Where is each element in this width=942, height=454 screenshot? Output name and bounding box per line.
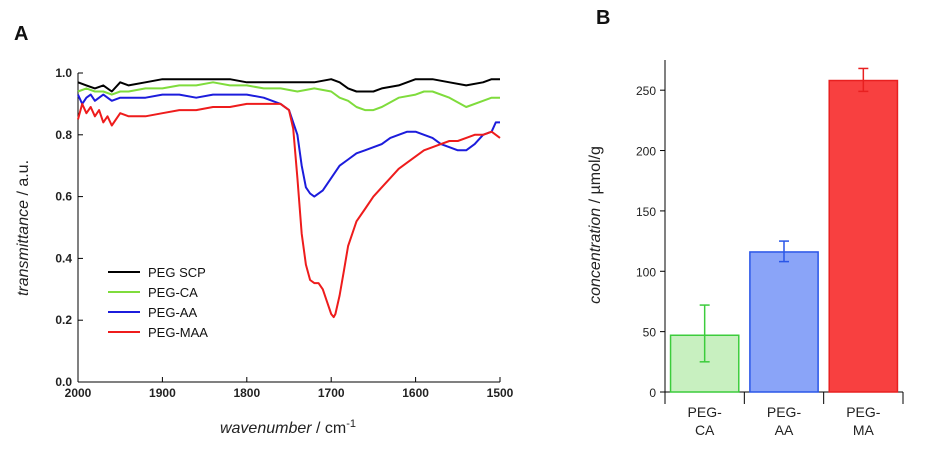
panel-a-x-axis-title: wavenumber / cm-1 xyxy=(220,418,356,437)
panel-a-y-tick-label: 0.4 xyxy=(55,251,72,265)
panel-a-y-tick-label: 0.2 xyxy=(55,313,72,327)
bar-2 xyxy=(828,79,899,393)
panel-a-label: A xyxy=(14,23,28,45)
legend-label: PEG-MAA xyxy=(148,325,208,340)
panel-a-x-tick-label: 2000 xyxy=(65,386,92,400)
panel-b-y-axis-title: concentration / µmol/g xyxy=(587,146,604,304)
category-label-line2: MA xyxy=(853,422,875,438)
legend-label: PEG-CA xyxy=(148,285,198,300)
category-label-line2: AA xyxy=(775,422,794,438)
category-label-line1: PEG- xyxy=(846,404,881,420)
panel-b-plot-area: 0 50 100 150 200 250 PEG- CA PEG- AA PEG- MA xyxy=(636,60,904,438)
panel-b-label: B xyxy=(596,7,610,29)
panel-a-y-tick-label: 0.0 xyxy=(55,375,72,389)
legend-label: PEG SCP xyxy=(148,265,206,280)
panel-b-y-tick-label: 150 xyxy=(636,205,656,219)
panel-a-x-tick-label: 1900 xyxy=(149,386,176,400)
legend-label: PEG-AA xyxy=(148,305,197,320)
category-label-line1: PEG- xyxy=(767,404,802,420)
panel-a-x-tick-label: 1700 xyxy=(318,386,345,400)
panel-a-y-tick-label: 0.6 xyxy=(55,190,72,204)
panel-b-y-tick-label: 250 xyxy=(636,84,656,98)
series-line-peg-maa xyxy=(77,102,501,319)
panel-a-y-tick-label: 1.0 xyxy=(55,66,72,80)
panel-a-line-chart: A 2000 1900 1800 1700 1600 1500 0.0 0.2 0.4 0.6 0.… xyxy=(14,23,514,437)
panel-a-x-tick-label: 1600 xyxy=(402,386,429,400)
panel-b-y-tick-label: 0 xyxy=(649,386,656,400)
panel-a-y-tick-label: 0.8 xyxy=(55,128,72,142)
category-label-line2: CA xyxy=(695,422,715,438)
series-line-peg-ca xyxy=(77,81,500,112)
panel-a-x-tick-label: 1500 xyxy=(487,386,514,400)
panel-a-y-axis-title: transmittance / a.u. xyxy=(15,160,32,296)
panel-b-y-tick-label: 200 xyxy=(636,145,656,159)
panel-a-x-tick-label: 1800 xyxy=(233,386,260,400)
bar-1 xyxy=(749,251,819,393)
category-label-line1: PEG- xyxy=(688,404,723,420)
series-line-peg-scp xyxy=(77,78,500,93)
panel-b-y-tick-label: 50 xyxy=(643,326,657,340)
panel-a-plot-area: 2000 1900 1800 1700 1600 1500 0.0 0.2 0.4 0.6 0.8 1… xyxy=(55,66,513,400)
series-line-peg-aa xyxy=(77,93,500,198)
panel-b-y-tick-label: 100 xyxy=(636,265,656,279)
panel-b-bar-chart: B 0 50 100 150 200 250 PEG- CA PEG- AA PEG- MA conc… xyxy=(587,7,904,438)
